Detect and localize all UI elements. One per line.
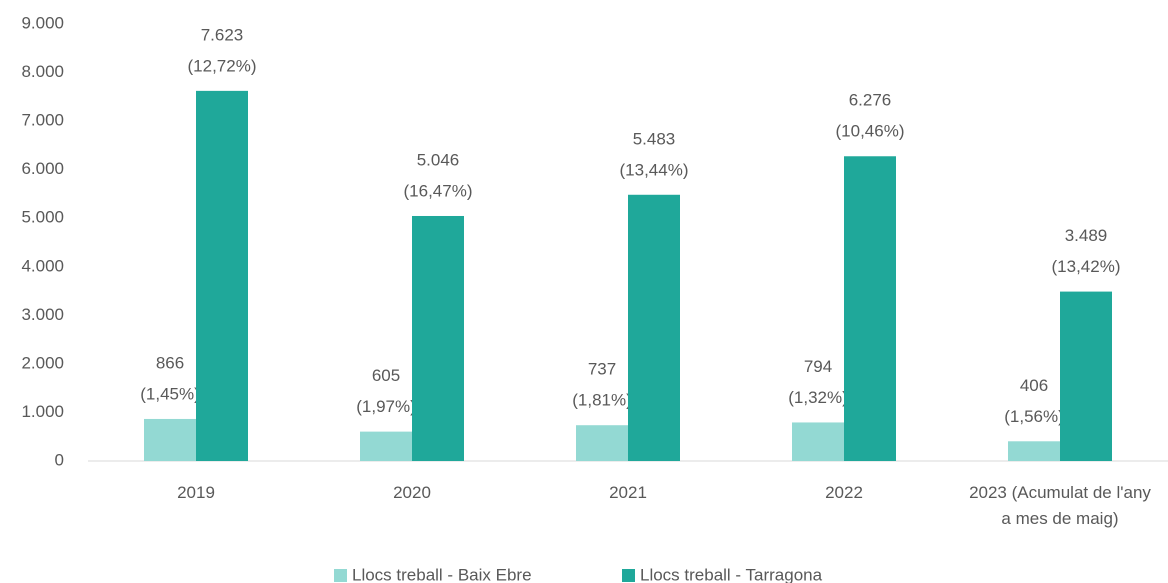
y-tick-label: 2.000 xyxy=(21,353,64,372)
share-label: (12,72%) xyxy=(188,56,257,75)
value-label: 866 xyxy=(156,353,184,372)
share-label: (10,46%) xyxy=(836,122,905,141)
y-tick-label: 4.000 xyxy=(21,256,64,275)
share-label: (1,45%) xyxy=(140,384,200,403)
value-label: 794 xyxy=(804,357,832,376)
x-tick-label: 2021 xyxy=(609,483,647,502)
y-tick-label: 7.000 xyxy=(21,111,64,130)
bar xyxy=(360,431,412,461)
share-label: (1,97%) xyxy=(356,397,416,416)
y-tick-label: 0 xyxy=(55,450,64,469)
bar xyxy=(576,425,628,461)
x-tick-label: 2022 xyxy=(825,483,863,502)
legend-label: Llocs treball - Baix Ebre xyxy=(352,565,532,583)
share-label: (13,42%) xyxy=(1052,257,1121,276)
value-label: 7.623 xyxy=(201,25,244,44)
y-tick-label: 6.000 xyxy=(21,159,64,178)
bar xyxy=(1008,441,1060,461)
value-label: 5.483 xyxy=(633,129,676,148)
legend-swatch xyxy=(334,569,347,582)
bar xyxy=(792,422,844,461)
y-tick-label: 8.000 xyxy=(21,62,64,81)
share-label: (1,56%) xyxy=(1004,407,1064,426)
legend-swatch xyxy=(622,569,635,582)
y-tick-label: 1.000 xyxy=(21,402,64,421)
value-label: 406 xyxy=(1020,376,1048,395)
bar xyxy=(412,215,464,461)
share-label: (1,81%) xyxy=(572,391,632,410)
bar xyxy=(144,418,196,461)
value-label: 6.276 xyxy=(849,91,892,110)
x-tick-label: 2019 xyxy=(177,483,215,502)
value-label: 737 xyxy=(588,360,616,379)
value-label: 605 xyxy=(372,366,400,385)
x-tick-label: 2023 (Acumulat de l'any a mes de maig) xyxy=(969,483,1151,528)
legend-label: Llocs treball - Tarragona xyxy=(640,565,823,583)
bar xyxy=(628,194,680,461)
bar xyxy=(1060,291,1112,461)
value-label: 5.046 xyxy=(417,150,460,169)
share-label: (16,47%) xyxy=(404,181,473,200)
bar xyxy=(196,90,248,462)
y-tick-label: 5.000 xyxy=(21,208,64,227)
y-tick-label: 9.000 xyxy=(21,13,64,32)
share-label: (13,44%) xyxy=(620,160,689,179)
x-tick-label: 2020 xyxy=(393,483,431,502)
y-tick-label: 3.000 xyxy=(21,305,64,324)
value-label: 3.489 xyxy=(1065,226,1108,245)
bar xyxy=(844,156,896,462)
share-label: (1,32%) xyxy=(788,388,848,407)
